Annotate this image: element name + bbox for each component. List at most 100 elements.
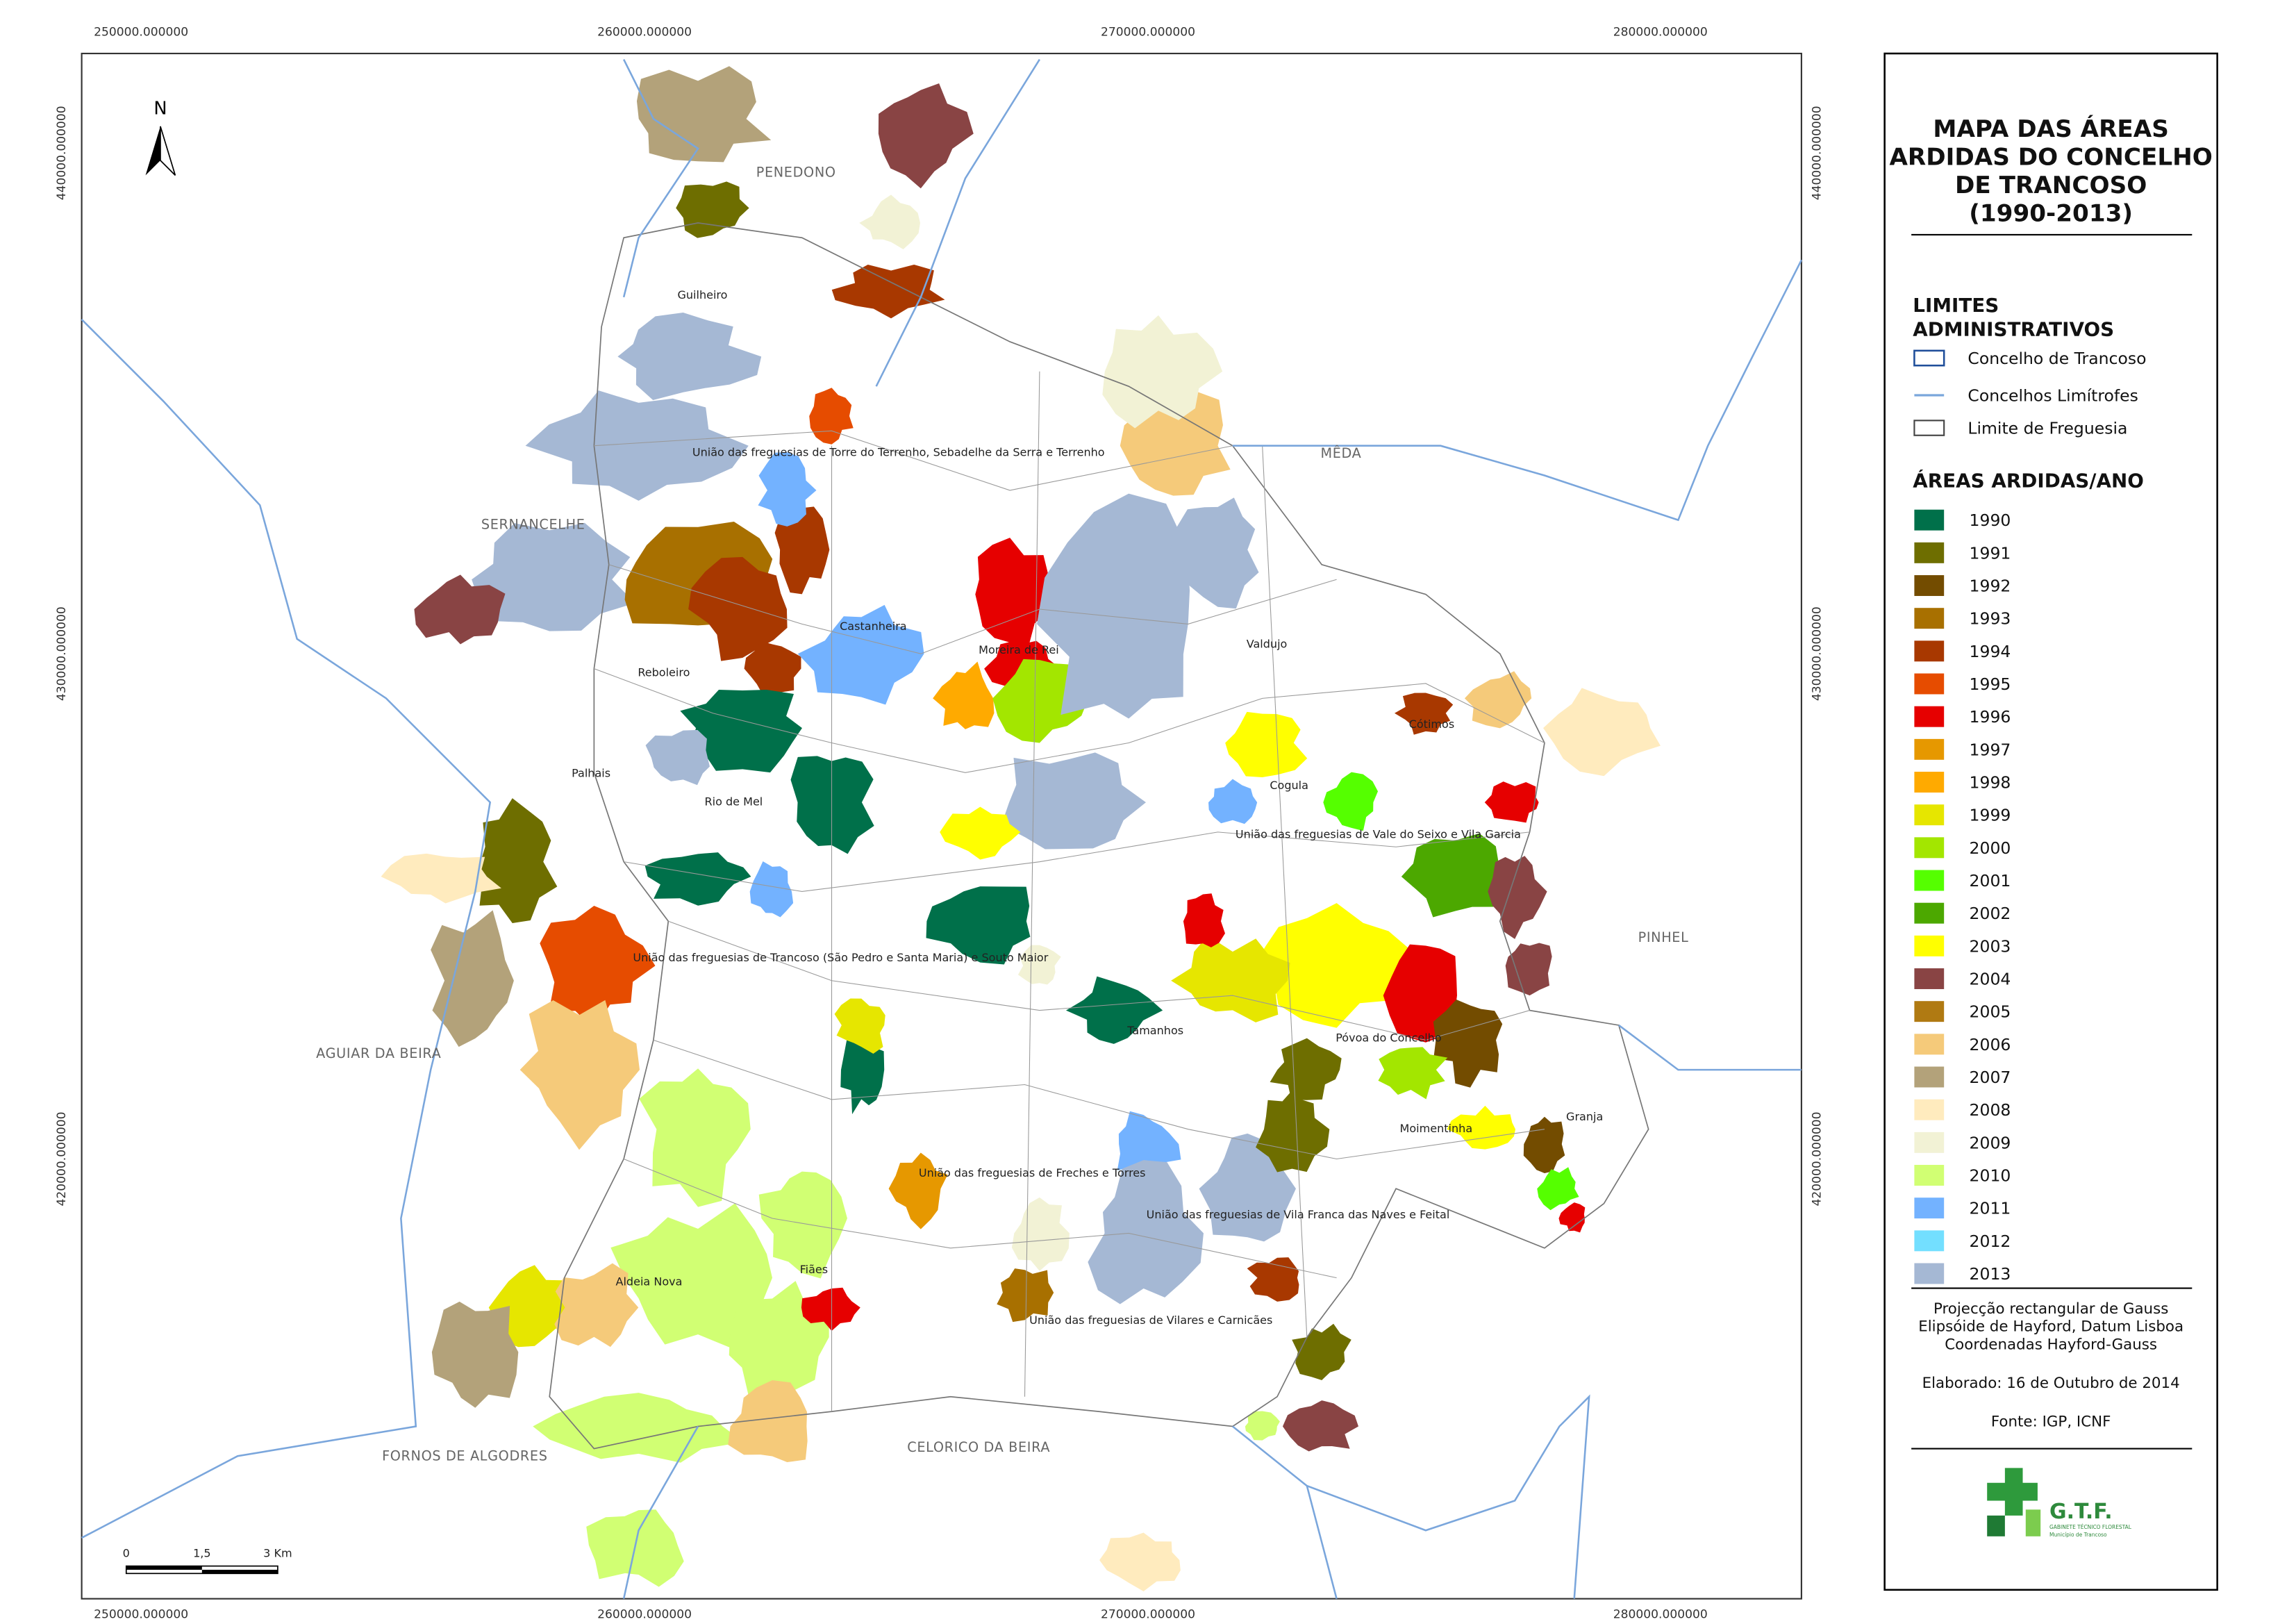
year-swatch [1914, 509, 1945, 531]
note: Elipsóide de Hayford, Datum Lisboa [1918, 1318, 2183, 1336]
scale-bar: 0 1,5 3 Km [123, 1547, 292, 1575]
place-label: Castanheira [840, 620, 907, 633]
place-label: União das freguesias de Trancoso (São Pe… [633, 951, 1048, 964]
year-label: 2006 [1970, 1035, 2011, 1054]
year-swatch [1914, 1263, 1945, 1284]
burned-area [1378, 1047, 1448, 1100]
burned-area [758, 1171, 847, 1279]
year-swatch [1914, 935, 1945, 956]
scale-label: 0 [123, 1547, 130, 1560]
y-coord-label: 420000.000000 [1811, 1111, 1824, 1206]
year-label: 1993 [1970, 609, 2011, 629]
scale-label: 3 Km [263, 1547, 292, 1560]
place-label: Cótimos [1409, 718, 1455, 731]
burned-area [888, 1152, 948, 1229]
year-label: 2012 [1970, 1232, 2011, 1251]
burned-area [1225, 711, 1308, 777]
burned-area [859, 194, 920, 249]
y-coord-label: 440000.000000 [55, 106, 69, 200]
burned-area [933, 661, 995, 729]
burned-area [758, 452, 817, 527]
place-label: Palhais [572, 767, 610, 780]
place-label: Granja [1566, 1110, 1603, 1123]
burned-area [1088, 1160, 1204, 1304]
year-label: 2009 [1970, 1133, 2011, 1152]
note: Fonte: IGP, ICNF [1991, 1414, 2111, 1431]
year-swatch [1914, 575, 1945, 596]
place-label: MÊDA [1321, 445, 1362, 461]
x-coord-label: 270000.000000 [1101, 1607, 1195, 1621]
year-swatch [1914, 1230, 1945, 1252]
place-label: Fiães [800, 1263, 829, 1276]
burned-area [1537, 1167, 1579, 1211]
grid-labels: 250000.000000 250000.000000 260000.000000 2… [55, 25, 1824, 1621]
title-line: ARDIDAS DO CONCELHO [1889, 143, 2212, 171]
year-swatch [1914, 772, 1945, 793]
burned-area [1017, 945, 1061, 985]
logo-mark [1987, 1515, 2005, 1536]
burned-area [540, 905, 656, 1029]
title-line: DE TRANCOSO [1955, 172, 2147, 199]
burned-area [1484, 781, 1539, 823]
burned-area [639, 1068, 751, 1207]
burned-area [479, 798, 558, 924]
year-label: 2000 [1970, 838, 2011, 858]
burned-area [801, 1287, 860, 1331]
year-label: 2003 [1970, 936, 2011, 956]
logo: G.T.F. GABINETE TÉCNICO FLORESTAL Municí… [1987, 1468, 2132, 1538]
y-coord-label: 430000.000000 [55, 606, 69, 701]
burned-area [1505, 943, 1552, 996]
scale-label: 1,5 [193, 1547, 210, 1560]
admin-heading: ADMINISTRATIVOS [1913, 317, 2114, 340]
year-label: 1994 [1970, 642, 2011, 661]
year-label: 1990 [1970, 511, 2011, 530]
y-coord-label: 430000.000000 [1811, 606, 1824, 701]
burned-area [636, 66, 772, 163]
year-label: 1996 [1970, 707, 2011, 727]
year-label: 1998 [1970, 773, 2011, 793]
burned-area [533, 1393, 744, 1463]
year-label: 1992 [1970, 577, 2011, 596]
burned-area [1256, 1090, 1330, 1173]
logo-sub: GABINETE TÉCNICO FLORESTAL [2049, 1524, 2132, 1530]
place-label: Rio de Mel [704, 795, 763, 808]
year-swatch [1914, 706, 1945, 727]
y-coord-label: 440000.000000 [1811, 106, 1824, 200]
year-swatch [1914, 1132, 1945, 1153]
note: Coordenadas Hayford-Gauss [1945, 1336, 2157, 1353]
place-label: SERNANCELHE [481, 517, 585, 533]
burned-area [1464, 671, 1532, 729]
burned-area [834, 998, 885, 1054]
year-label: 2004 [1970, 970, 2011, 989]
burned-area [1433, 999, 1503, 1088]
note: Projecção rectangular de Gauss [1933, 1300, 2168, 1318]
burned-area [1208, 779, 1258, 825]
place-label: PINHEL [1638, 929, 1689, 945]
year-label: 2005 [1970, 1002, 2011, 1022]
burned-area [610, 1203, 772, 1350]
burned-area [519, 1000, 640, 1150]
burned-area [645, 729, 710, 786]
year-swatch [1914, 804, 1945, 826]
north-arrow-left [145, 126, 160, 176]
admin-item: Concelho de Trancoso [1968, 349, 2146, 368]
year-swatch [1914, 673, 1945, 695]
burned-area [992, 658, 1089, 743]
year-swatch [1914, 902, 1945, 924]
burned-area [774, 506, 830, 595]
north-arrow-right [160, 126, 176, 176]
areas-heading: ÁREAS ARDIDAS/ANO [1913, 469, 2144, 492]
year-swatch [1914, 1001, 1945, 1022]
year-swatch [1914, 542, 1945, 563]
place-label: AGUIAR DA BEIRA [316, 1045, 441, 1061]
year-label: 1997 [1970, 740, 2011, 759]
north-label: N [153, 99, 167, 119]
burned-area [525, 390, 749, 501]
year-label: 2001 [1970, 871, 2011, 890]
burned-area [1065, 976, 1163, 1044]
place-label: União das freguesias de Vale do Seixo e … [1236, 827, 1521, 840]
x-coord-label: 250000.000000 [94, 1607, 188, 1621]
admin-heading: LIMITES [1913, 294, 1999, 317]
